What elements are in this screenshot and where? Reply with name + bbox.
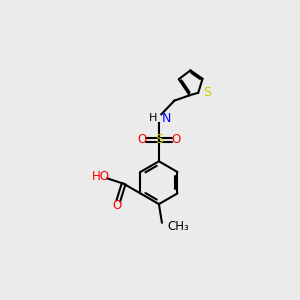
Text: O: O <box>172 134 181 146</box>
Text: N: N <box>161 112 171 125</box>
Text: CH₃: CH₃ <box>167 220 189 232</box>
Text: O: O <box>137 134 146 146</box>
Text: S: S <box>155 134 163 146</box>
Text: S: S <box>203 86 211 99</box>
Text: HO: HO <box>92 170 110 183</box>
Text: H: H <box>149 113 157 124</box>
Text: O: O <box>112 199 122 212</box>
